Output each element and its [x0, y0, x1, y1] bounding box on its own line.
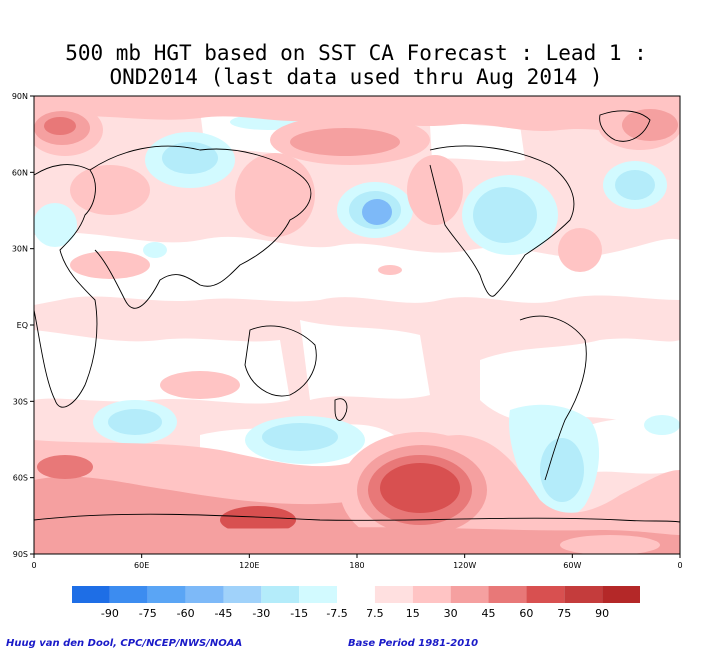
colorbar-label: -90: [101, 607, 119, 620]
lat-tick-label: 90S: [13, 550, 28, 559]
lon-tick-label: 0: [31, 561, 36, 570]
chart-title-line2: OND2014 (last data used thru Aug 2014 ): [109, 65, 603, 89]
latitude-axis: 90N 60N 30N EQ 30S 60S 90S: [12, 92, 34, 559]
colorbar-label: 7.5: [366, 607, 384, 620]
colorbar-label: -15: [290, 607, 308, 620]
colorbar-label: 30: [444, 607, 458, 620]
lon-tick-label: 120E: [239, 561, 259, 570]
colorbar-swatch: [109, 586, 148, 603]
base-period-note: Base Period 1981-2010: [348, 638, 479, 649]
lat-tick-label: 90N: [12, 92, 28, 101]
colorbar-label: 15: [406, 607, 420, 620]
lon-tick-label: 0: [677, 561, 682, 570]
chart-title-line1: 500 mb HGT based on SST CA Forecast : Le…: [65, 41, 647, 65]
colorbar-swatch: [299, 586, 338, 603]
colorbar-swatch: [450, 586, 489, 603]
colorbar: [72, 586, 640, 603]
colorbar-label: 75: [557, 607, 571, 620]
colorbar-label: 45: [482, 607, 496, 620]
colorbar-label: -60: [177, 607, 195, 620]
colorbar-swatch: [223, 586, 262, 603]
lat-tick-label: 30N: [12, 245, 28, 254]
colorbar-swatch: [412, 586, 451, 603]
colorbar-swatch: [526, 586, 565, 603]
colorbar-swatch: [337, 586, 375, 603]
colorbar-swatch: [374, 586, 413, 603]
lon-tick-label: 60E: [134, 561, 149, 570]
colorbar-label: 60: [519, 607, 533, 620]
colorbar-swatch: [488, 586, 527, 603]
colorbar-swatch: [564, 586, 603, 603]
colorbar-swatch: [602, 586, 640, 603]
positive-anomaly-regions: [34, 96, 680, 554]
lat-tick-label: 60N: [12, 168, 28, 177]
lon-tick-label: 60W: [563, 561, 581, 570]
lon-tick-label: 120W: [453, 561, 476, 570]
colorbar-swatch: [185, 586, 224, 603]
colorbar-label: 90: [595, 607, 609, 620]
coastlines: [34, 110, 680, 523]
lat-tick-label: EQ: [17, 321, 28, 330]
lon-tick-label: 180: [349, 561, 364, 570]
colorbar-label: -45: [214, 607, 232, 620]
colorbar-swatch: [72, 586, 110, 603]
lat-tick-label: 60S: [13, 474, 28, 483]
colorbar-label: -7.5: [326, 607, 347, 620]
longitude-axis: 0 60E 120E 180 120W 60W 0: [31, 554, 683, 570]
colorbar-label: -30: [252, 607, 270, 620]
author-credit: Huug van den Dool, CPC/NCEP/NWS/NOAA: [6, 638, 243, 649]
colorbar-swatch: [147, 586, 186, 603]
colorbar-swatch: [261, 586, 300, 603]
lat-tick-label: 30S: [13, 397, 28, 406]
colorbar-label: -75: [139, 607, 157, 620]
anomaly-field: [34, 96, 680, 554]
colorbar-labels: -90 -75 -60 -45 -30 -15 -7.5 7.5 15 30 45 60 75 90: [101, 607, 609, 620]
